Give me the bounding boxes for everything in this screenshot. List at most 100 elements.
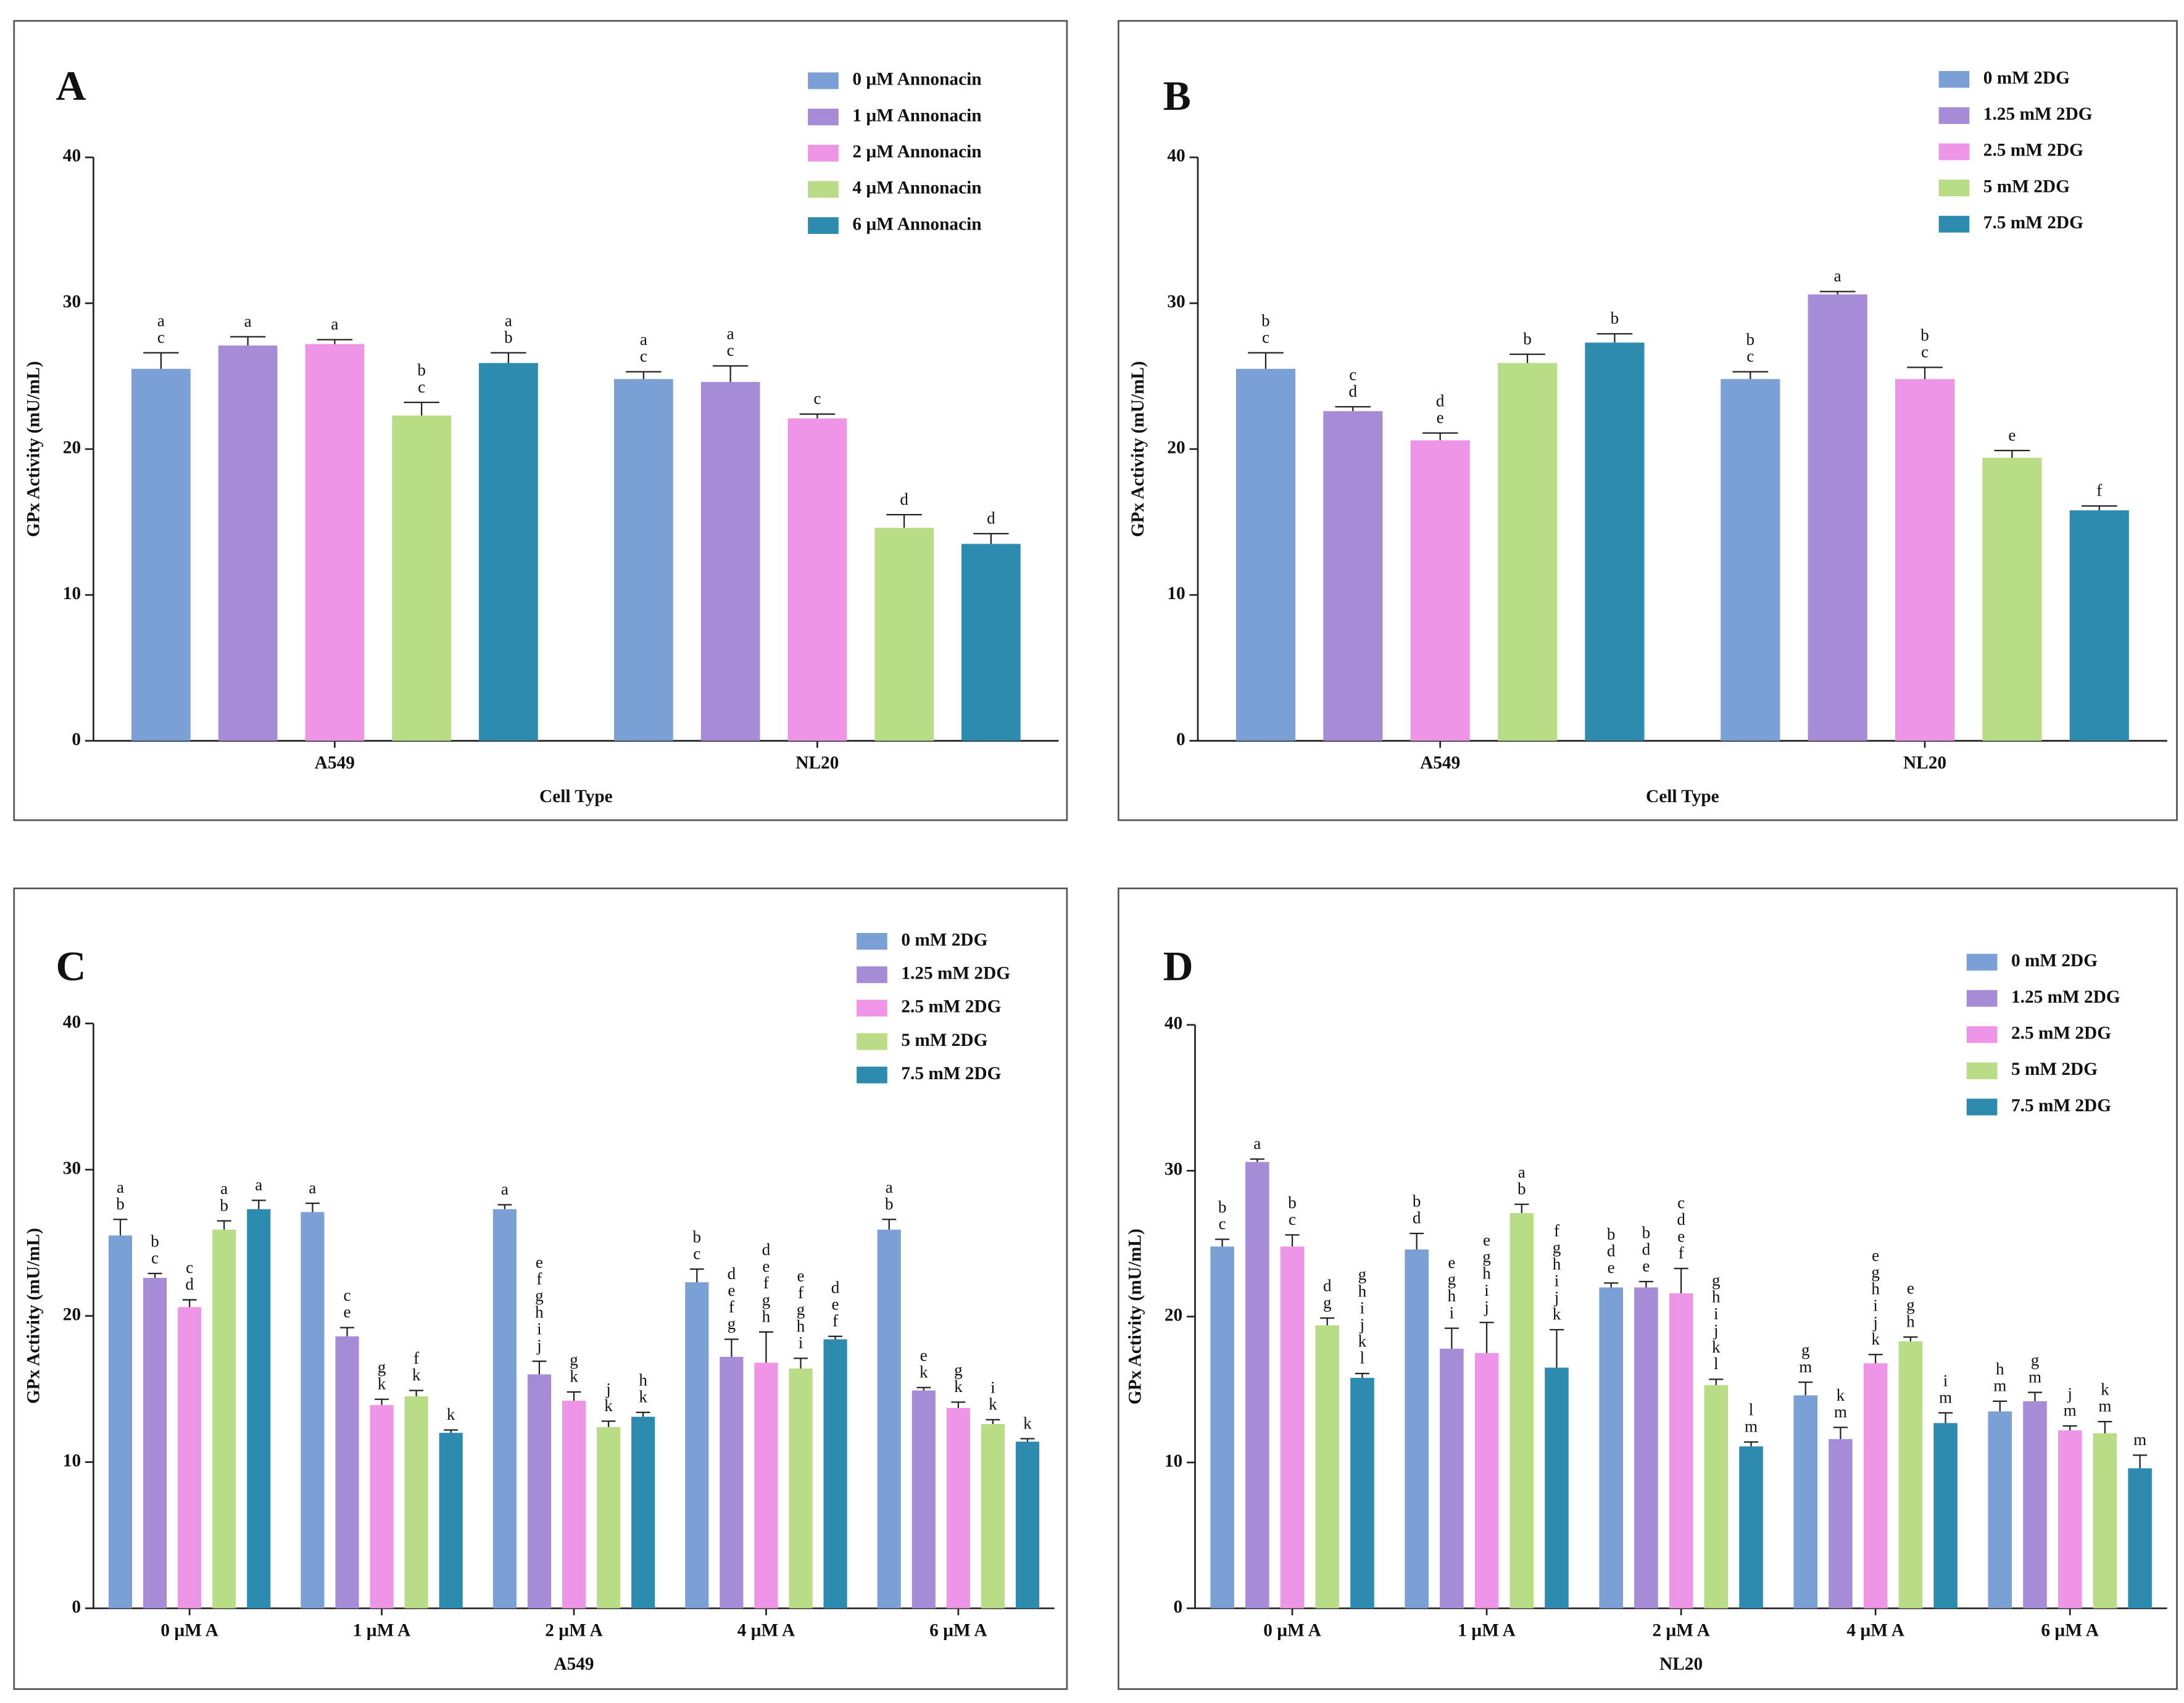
x-tick-label: NL20	[795, 753, 839, 773]
legend-swatch	[808, 72, 839, 89]
significance-letter: a	[1253, 1134, 1261, 1153]
significance-letter: j	[605, 1380, 611, 1398]
significance-letter: l	[1360, 1349, 1365, 1367]
bar	[685, 1282, 709, 1609]
significance-letter: d	[1642, 1240, 1651, 1259]
bar	[2093, 1433, 2117, 1609]
significance-letter: d	[1323, 1277, 1332, 1295]
significance-letter: a	[1518, 1162, 1526, 1181]
significance-letter: b	[1607, 1225, 1616, 1243]
x-tick-label: 0 µM A	[160, 1621, 218, 1641]
significance-letter: c	[151, 1249, 159, 1267]
significance-letter: h	[639, 1371, 647, 1390]
legend-label: 7.5 mM 2DG	[2011, 1096, 2111, 1116]
significance-letter: c	[1349, 365, 1356, 384]
significance-letter: a	[220, 1179, 228, 1198]
bar	[911, 1390, 936, 1609]
bar	[131, 368, 191, 741]
bar	[596, 1427, 621, 1609]
bar	[1474, 1353, 1499, 1609]
bar	[143, 1278, 167, 1609]
significance-letter: g	[378, 1357, 386, 1376]
significance-letter: e	[1872, 1246, 1879, 1264]
significance-letter: m	[2028, 1367, 2041, 1386]
bar	[212, 1229, 236, 1609]
significance-letter: e	[832, 1295, 839, 1313]
legend-swatch	[808, 217, 839, 234]
significance-letter: e	[1642, 1257, 1650, 1275]
significance-letter: d	[1349, 382, 1358, 400]
significance-letter: m	[1745, 1417, 1758, 1436]
bar	[479, 363, 538, 741]
significance-letter: k	[447, 1405, 455, 1423]
legend-label: 5 mM 2DG	[901, 1030, 987, 1050]
legend-swatch	[808, 109, 839, 126]
bar	[247, 1209, 271, 1609]
legend-swatch	[1938, 180, 1970, 197]
bar	[1933, 1423, 1958, 1609]
significance-letter: m	[2064, 1401, 2077, 1420]
significance-letter: g	[1323, 1293, 1332, 1312]
legend-label: 5 mM 2DG	[2011, 1059, 2098, 1079]
panel-label: B	[1163, 73, 1191, 119]
x-tick-label: A549	[315, 753, 355, 773]
significance-letter: a	[1834, 267, 1841, 285]
significance-letter: g	[1553, 1238, 1561, 1256]
panel-label: A	[56, 63, 86, 109]
significance-letter: g	[954, 1361, 963, 1379]
panel-frame	[1118, 20, 2178, 821]
significance-letter: h	[1906, 1312, 1915, 1330]
bar	[961, 544, 1021, 741]
bar	[789, 1368, 813, 1609]
legend-swatch	[808, 144, 839, 162]
x-axis-label: Cell Type	[1646, 787, 1719, 806]
significance-letter: g	[797, 1300, 805, 1319]
significance-letter: b	[151, 1232, 159, 1250]
significance-letter: g	[1448, 1270, 1456, 1288]
significance-letter: e	[1483, 1231, 1490, 1249]
legend-label: 0 mM 2DG	[901, 930, 987, 950]
significance-letter: m	[1993, 1377, 2006, 1395]
significance-letter: e	[797, 1267, 804, 1285]
bar	[981, 1423, 1005, 1609]
panel-label: D	[1163, 943, 1194, 989]
significance-letter: c	[157, 328, 165, 346]
significance-letter: b	[693, 1227, 702, 1246]
x-axis-label: A549	[554, 1654, 594, 1674]
significance-letter: g	[1482, 1248, 1491, 1266]
significance-letter: k	[1553, 1305, 1561, 1324]
bar	[178, 1307, 202, 1609]
legend-swatch	[1938, 215, 1970, 233]
bar	[613, 379, 673, 741]
x-axis-label: Cell Type	[539, 787, 613, 806]
bar	[1634, 1287, 1658, 1609]
significance-letter: c	[1262, 328, 1269, 346]
y-tick-label: 10	[63, 584, 81, 603]
significance-letter: g	[1906, 1295, 1915, 1314]
significance-letter: b	[1261, 311, 1270, 329]
legend-swatch	[1938, 71, 1970, 88]
bar	[1315, 1325, 1340, 1609]
significance-letter: c	[813, 389, 821, 408]
bar	[823, 1339, 847, 1609]
significance-letter: e	[920, 1346, 928, 1364]
significance-letter: a	[157, 311, 165, 329]
significance-letter: j	[2067, 1385, 2072, 1403]
bar	[218, 345, 278, 741]
significance-letter: c	[1746, 347, 1754, 365]
significance-letter: f	[536, 1269, 542, 1288]
y-tick-label: 20	[1167, 438, 1185, 458]
bar	[1440, 1348, 1464, 1609]
x-tick-label: 0 µM A	[1263, 1621, 1321, 1641]
legend-label: 0 µM Annonacin	[852, 70, 981, 89]
panel-frame	[13, 20, 1068, 821]
significance-letter: f	[413, 1349, 420, 1367]
significance-letter: i	[1450, 1303, 1455, 1322]
bar	[492, 1209, 517, 1609]
legend-swatch	[1938, 107, 1970, 124]
significance-letter: g	[1358, 1265, 1367, 1283]
bar	[787, 418, 847, 741]
significance-letter: h	[762, 1307, 771, 1325]
x-tick-label: 1 µM A	[353, 1621, 410, 1641]
bar	[720, 1356, 744, 1609]
